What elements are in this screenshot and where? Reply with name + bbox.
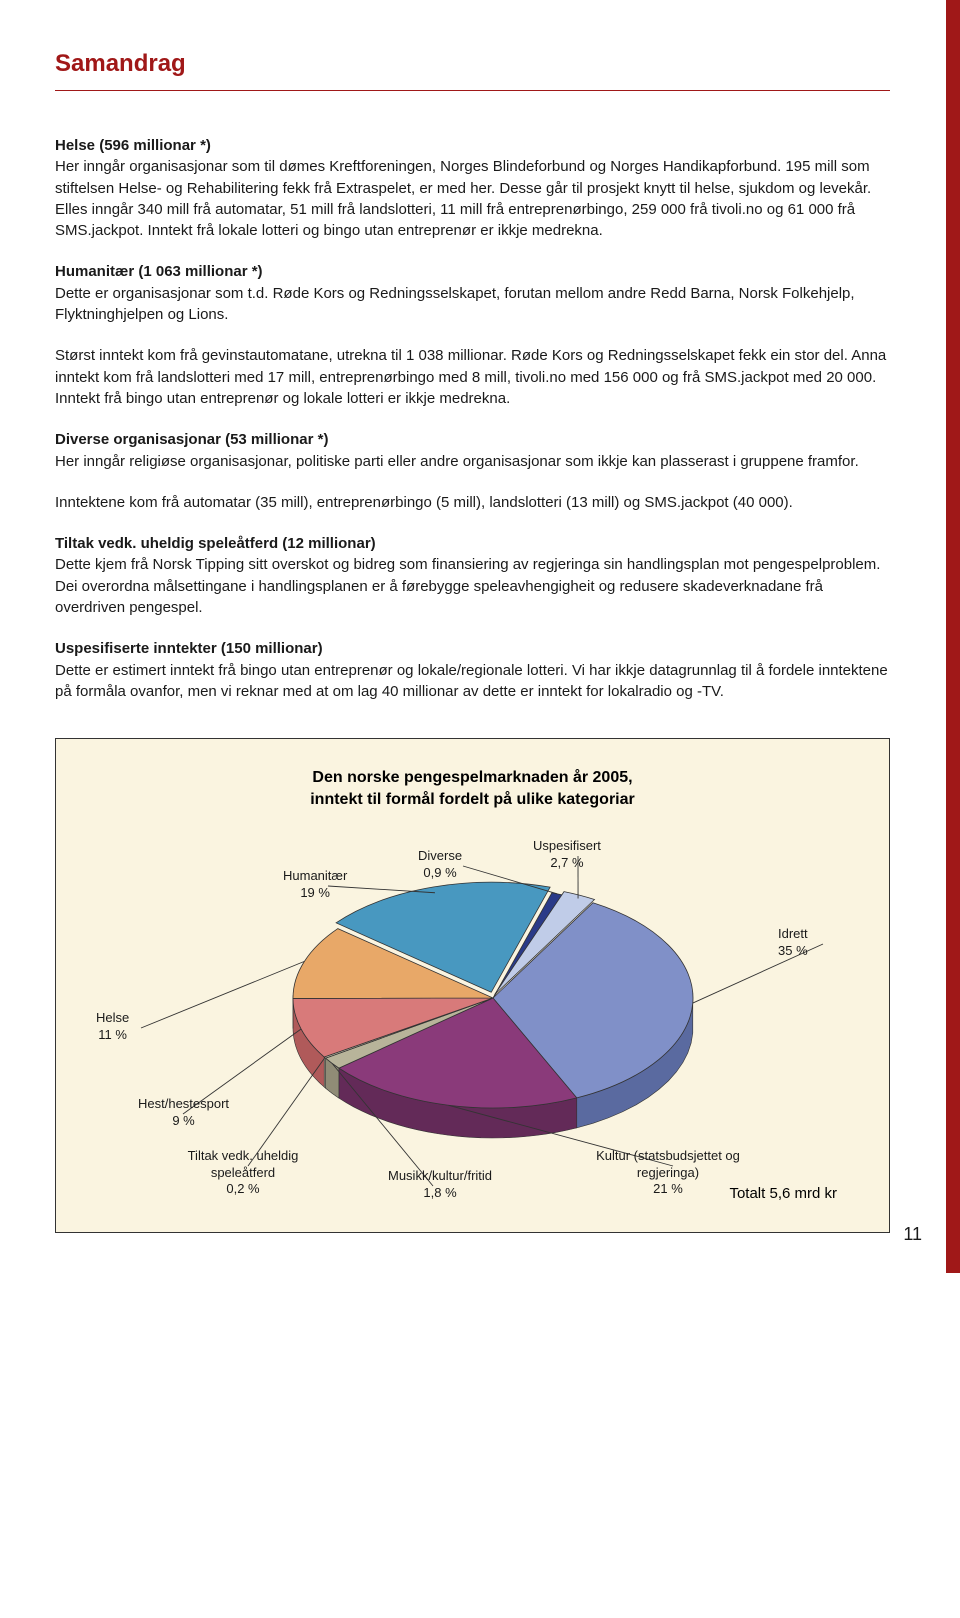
section-uspesifisert: Uspesifiserte inntekter (150 millionar) …: [55, 638, 890, 702]
chart-title: Den norske pengespelmarknaden år 2005, i…: [78, 767, 867, 810]
pie-label-helse: Helse11 %: [96, 1010, 129, 1043]
pie-wrap: Idrett35 %Kultur (statsbudsjettet og reg…: [78, 828, 867, 1208]
chart-total: Totalt 5,6 mrd kr: [729, 1185, 837, 1202]
pie-label-uspesifisert: Uspesifisert2,7 %: [533, 838, 601, 871]
page-title: Samandrag: [55, 50, 890, 78]
pie-label-hest: Hest/hestesport9 %: [138, 1096, 229, 1129]
section-body-helse: Her inngår organisasjonar som til dømes …: [55, 158, 871, 239]
chart-title-l2: inntekt til formål fordelt på ulike kate…: [310, 791, 635, 808]
section-tiltak: Tiltak vedk. uheldig speleåtferd (12 mil…: [55, 533, 890, 618]
section-helse: Helse (596 millionar *) Her inngår organ…: [55, 135, 890, 241]
chart-title-l1: Den norske pengespelmarknaden år 2005,: [312, 769, 632, 786]
pie-chart-box: Den norske pengespelmarknaden år 2005, i…: [55, 738, 890, 1233]
section-head-tiltak: Tiltak vedk. uheldig speleåtferd (12 mil…: [55, 535, 376, 552]
title-rule: [55, 90, 890, 91]
section-head-helse: Helse (596 millionar *): [55, 137, 211, 154]
page-number: 11: [903, 1224, 922, 1245]
pie-label-humanitaer: Humanitær19 %: [283, 868, 347, 901]
section-head-uspesifisert: Uspesifiserte inntekter (150 millionar): [55, 640, 323, 657]
section-body-uspesifisert: Dette er estimert inntekt frå bingo utan…: [55, 662, 888, 700]
section-humanitaer-1: Humanitær (1 063 millionar *) Dette er o…: [55, 261, 890, 325]
section-humanitaer-2: Størst inntekt kom frå gevinstautomatane…: [55, 345, 890, 409]
pie-label-tiltak: Tiltak vedk. uheldig speleåtferd0,2 %: [168, 1148, 318, 1197]
section-diverse-2: Inntektene kom frå automatar (35 mill), …: [55, 492, 890, 513]
section-body-humanitaer-1: Dette er organisasjonar som t.d. Røde Ko…: [55, 285, 855, 323]
section-head-diverse: Diverse organisasjonar (53 millionar *): [55, 431, 328, 448]
document-page: Samandrag Helse (596 millionar *) Her in…: [0, 0, 960, 1273]
section-diverse-1: Diverse organisasjonar (53 millionar *) …: [55, 429, 890, 472]
side-accent-bar: [946, 0, 960, 1273]
section-body-diverse-1: Her inngår religiøse organisasjonar, pol…: [55, 453, 859, 470]
section-head-humanitaer: Humanitær (1 063 millionar *): [55, 263, 263, 280]
pie-label-musikk: Musikk/kultur/fritid1,8 %: [388, 1168, 492, 1201]
pie-label-diverse: Diverse0,9 %: [418, 848, 462, 881]
pie-label-idrett: Idrett35 %: [778, 926, 808, 959]
section-body-tiltak: Dette kjem frå Norsk Tipping sitt oversk…: [55, 556, 880, 616]
